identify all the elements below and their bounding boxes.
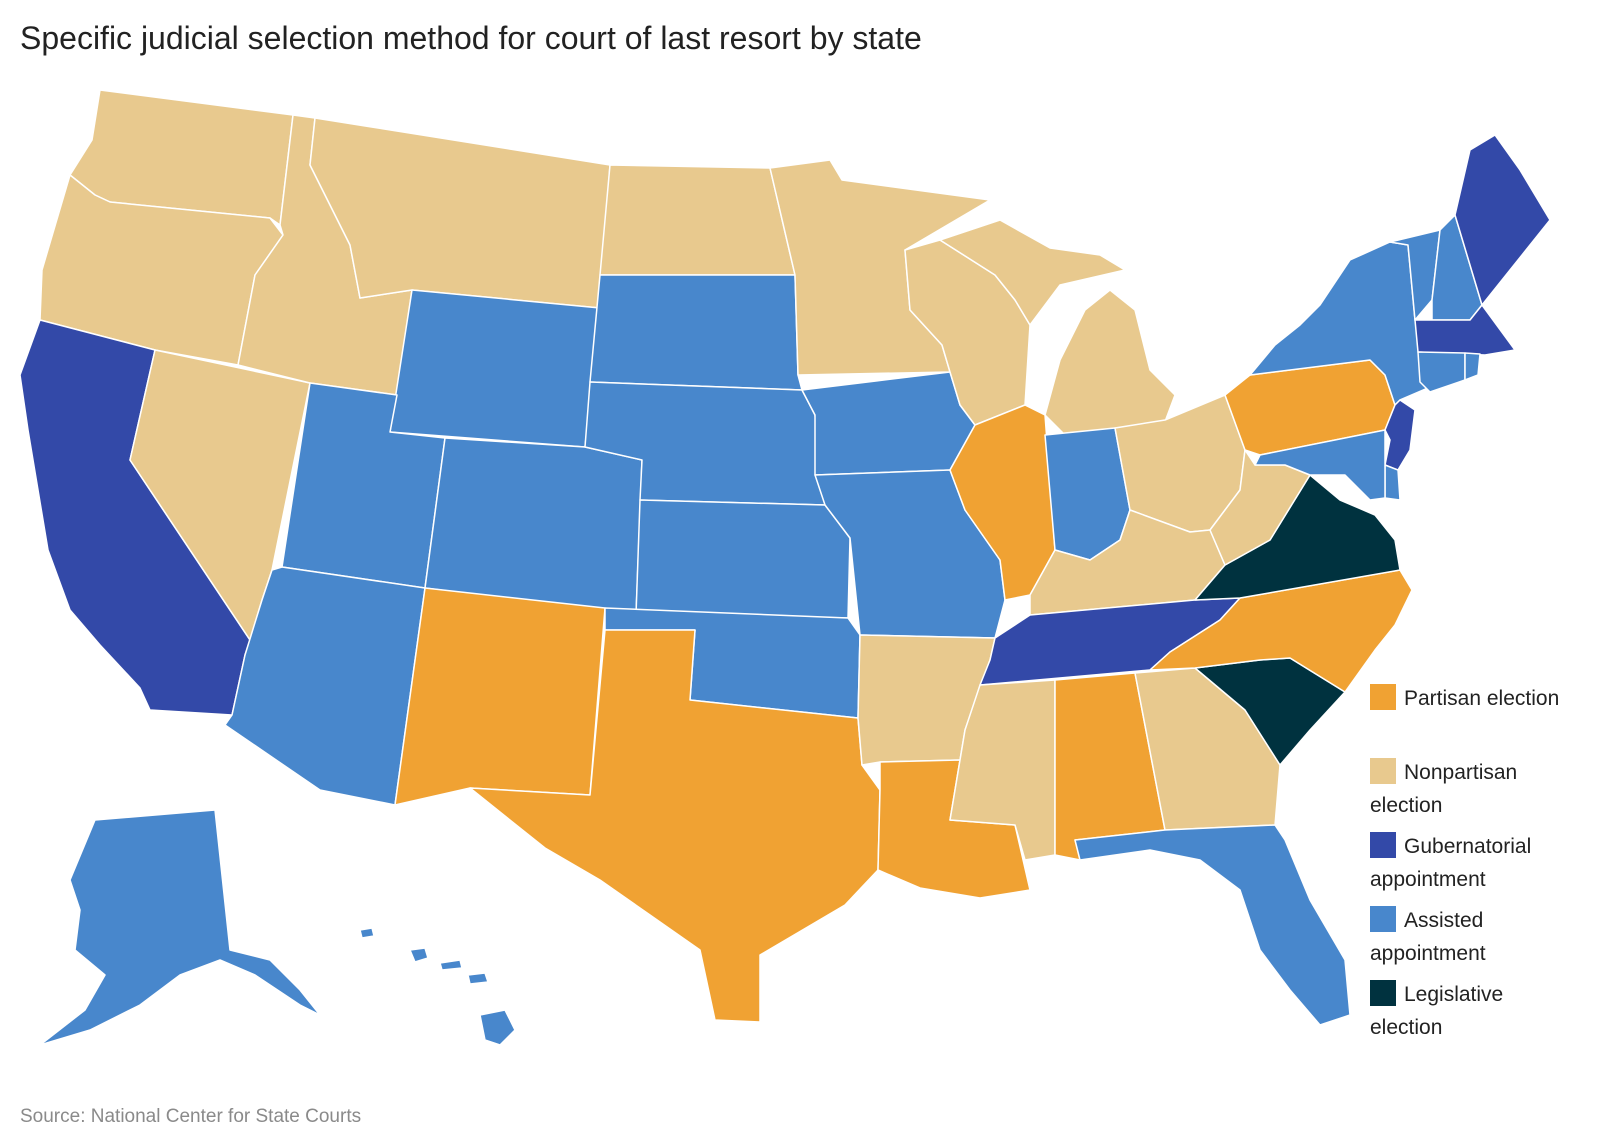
state-hi[interactable] — [479, 1009, 516, 1046]
state-md[interactable] — [1254, 429, 1386, 501]
legend-item-partisan: Partisan election — [1370, 682, 1590, 756]
legend-label: Legislative election — [1370, 983, 1504, 1039]
legend-swatch — [1370, 980, 1396, 1006]
legend-swatch — [1370, 832, 1396, 858]
state-fl[interactable] — [1074, 824, 1351, 1026]
legend-swatch — [1370, 906, 1396, 932]
legend-label: Gubernatorial appointment — [1370, 835, 1532, 891]
state-mi-upper[interactable] — [939, 219, 1126, 326]
us-map — [0, 70, 1600, 1070]
legend-swatch — [1370, 684, 1396, 710]
state-ak[interactable] — [39, 809, 321, 1046]
state-me[interactable] — [1454, 134, 1551, 306]
state-nd[interactable] — [599, 164, 796, 276]
legend-swatch — [1370, 758, 1396, 784]
us-map-svg — [19, 89, 1551, 1046]
state-ct[interactable] — [1417, 351, 1466, 393]
state-il[interactable] — [949, 404, 1056, 601]
legend-item-nonpartisan: Nonpartisan election — [1370, 756, 1590, 830]
state-mi[interactable] — [1044, 289, 1176, 441]
state-in[interactable] — [1044, 427, 1131, 561]
legend-label: Partisan election — [1404, 687, 1560, 710]
legend-label: Nonpartisan election — [1370, 761, 1518, 817]
legend: Partisan election Nonpartisan election G… — [1370, 682, 1590, 1052]
state-co[interactable] — [424, 437, 643, 616]
state-wy[interactable] — [389, 289, 601, 448]
state-de[interactable] — [1384, 464, 1401, 501]
legend-item-legislative: Legislative election — [1370, 978, 1590, 1052]
state-ri[interactable] — [1464, 352, 1481, 381]
legend-item-assisted: Assisted appointment — [1370, 904, 1590, 978]
state-nm[interactable] — [394, 587, 606, 806]
state-tx[interactable] — [469, 629, 881, 1023]
state-hi-islands[interactable] — [359, 927, 489, 985]
state-ks[interactable] — [635, 499, 851, 619]
state-ia[interactable] — [801, 371, 976, 476]
state-sd[interactable] — [589, 274, 803, 391]
legend-item-gubernatorial: Gubernatorial appointment — [1370, 830, 1590, 904]
source-note: Source: National Center for State Courts — [20, 1106, 362, 1127]
legend-label: Assisted appointment — [1370, 909, 1486, 965]
chart-title: Specific judicial selection method for c… — [20, 20, 922, 56]
state-vt[interactable] — [1389, 229, 1441, 321]
